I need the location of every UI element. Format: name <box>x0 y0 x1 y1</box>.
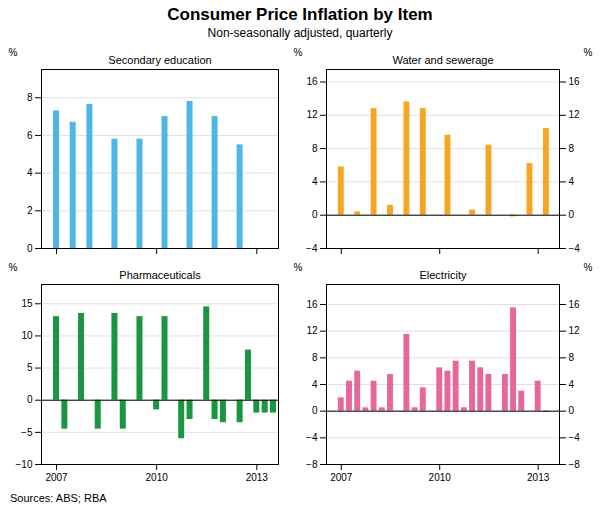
html-text:Sources: ABS; RBA: Sources: ABS; RBA <box>10 492 107 504</box>
svg-text:5: 5 <box>27 362 33 373</box>
svg-text:10: 10 <box>21 330 33 341</box>
svg-text:−4: −4 <box>306 432 318 443</box>
svg-text:%: % <box>294 47 303 58</box>
svg-text:8: 8 <box>312 143 318 154</box>
svg-text:8: 8 <box>312 352 318 363</box>
svg-text:12: 12 <box>569 109 581 120</box>
svg-text:4: 4 <box>569 176 575 187</box>
svg-text:2013: 2013 <box>246 472 269 483</box>
svg-text:6: 6 <box>27 130 33 141</box>
svg-text:2010: 2010 <box>146 472 169 483</box>
svg-text:2007: 2007 <box>330 472 353 483</box>
svg-text:Secondary education: Secondary education <box>108 54 211 66</box>
svg-text:−4: −4 <box>569 432 581 443</box>
svg-text:2010: 2010 <box>429 472 452 483</box>
svg-text:0: 0 <box>312 405 318 416</box>
svg-text:4: 4 <box>312 379 318 390</box>
svg-text:−4: −4 <box>306 243 318 254</box>
svg-text:−8: −8 <box>569 459 581 470</box>
svg-text:%: % <box>584 262 593 273</box>
svg-text:4: 4 <box>27 167 33 178</box>
svg-text:%: % <box>9 262 18 273</box>
svg-text:4: 4 <box>569 379 575 390</box>
svg-text:12: 12 <box>569 325 581 336</box>
html-text:Consumer Price Inflation by It: Consumer Price Inflation by Item <box>167 5 433 24</box>
svg-text:16: 16 <box>569 76 581 87</box>
svg-text:−10: −10 <box>16 459 33 470</box>
svg-text:4: 4 <box>312 176 318 187</box>
svg-text:0: 0 <box>27 394 33 405</box>
svg-text:0: 0 <box>569 405 575 416</box>
svg-text:−5: −5 <box>21 427 33 438</box>
svg-text:2013: 2013 <box>527 472 550 483</box>
html-text:Non-seasonally adjusted, quart: Non-seasonally adjusted, quarterly <box>207 26 393 40</box>
svg-text:16: 16 <box>306 299 318 310</box>
svg-text:8: 8 <box>27 92 33 103</box>
svg-text:%: % <box>584 47 593 58</box>
svg-text:8: 8 <box>569 143 575 154</box>
svg-text:0: 0 <box>27 243 33 254</box>
svg-text:0: 0 <box>569 209 575 220</box>
svg-text:Pharmaceuticals: Pharmaceuticals <box>119 269 201 281</box>
svg-text:%: % <box>294 262 303 273</box>
svg-text:2: 2 <box>27 205 33 216</box>
svg-text:16: 16 <box>569 299 581 310</box>
svg-text:12: 12 <box>306 325 318 336</box>
svg-text:15: 15 <box>21 298 33 309</box>
svg-text:%: % <box>9 47 18 58</box>
svg-text:−4: −4 <box>569 243 581 254</box>
svg-text:16: 16 <box>306 76 318 87</box>
svg-text:Water and sewerage: Water and sewerage <box>392 54 493 66</box>
svg-text:12: 12 <box>306 109 318 120</box>
svg-text:2007: 2007 <box>45 472 68 483</box>
svg-text:−8: −8 <box>306 459 318 470</box>
svg-text:0: 0 <box>312 209 318 220</box>
svg-text:Electricity: Electricity <box>419 269 467 281</box>
svg-text:8: 8 <box>569 352 575 363</box>
